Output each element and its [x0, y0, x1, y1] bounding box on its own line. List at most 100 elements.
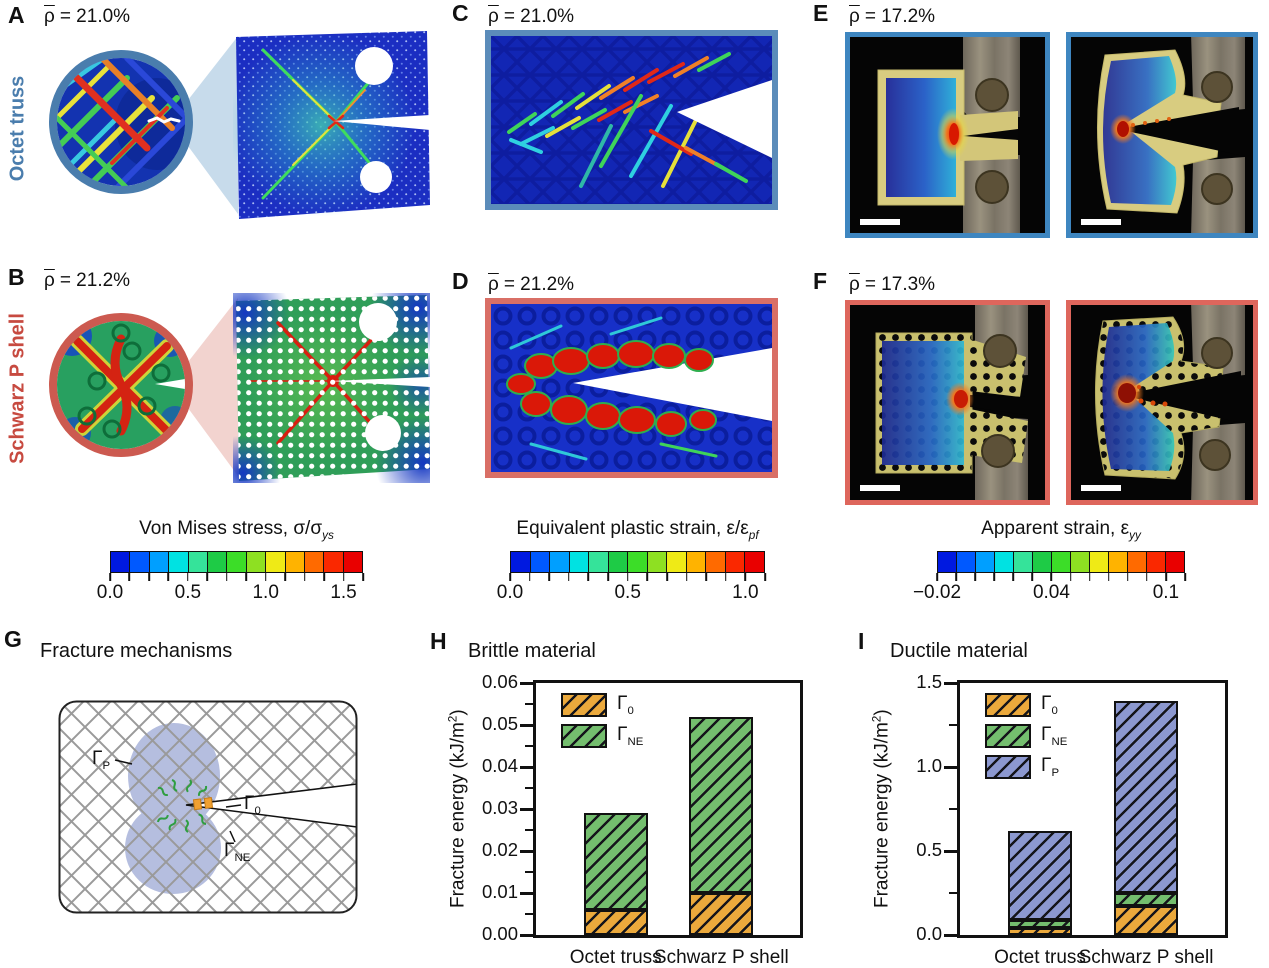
colorbar-segment	[111, 552, 131, 572]
gamma-ne-label: ΓNE	[224, 840, 251, 864]
colorbar-tick	[568, 573, 570, 581]
legend-entry: ΓNE	[561, 724, 643, 748]
density-value: = 21.2%	[503, 274, 575, 295]
ductile-material-chart: Ductile material Fracture energy (kJ/m2)…	[845, 618, 1269, 968]
colorbar-tick	[974, 573, 976, 581]
bar-segment	[1008, 928, 1073, 935]
colorbar-tick	[528, 573, 531, 581]
density-label-d: ρ = 21.2%	[488, 274, 574, 296]
legend-swatch	[985, 755, 1031, 779]
scale-bar	[1081, 485, 1121, 491]
tick-major	[520, 765, 533, 769]
octet-experiment-photo-2	[1066, 32, 1258, 238]
colorbar-segment	[207, 552, 228, 572]
fracture-mechanisms-title: Fracture mechanisms	[40, 640, 233, 662]
colorbar-segment	[667, 552, 687, 572]
colorbar-plastic-strain: Equivalent plastic strain, ε/εpf 0.0 0.5 1…	[497, 518, 766, 618]
octet-crack-closeup-image	[485, 30, 778, 210]
tick-major	[520, 933, 533, 937]
x-category-label: Schwarz P shell	[1078, 947, 1214, 968]
density-value: = 21.0%	[59, 6, 131, 27]
colorbar-segment	[1109, 552, 1128, 572]
colorbar-tick-label: 0.0	[96, 582, 124, 603]
schwarz-specimen-image	[233, 293, 430, 483]
x-category-label: Octet truss	[994, 947, 1086, 968]
colorbar-tick	[1184, 573, 1186, 581]
colorbar-labels: 0.0 0.5 1.0 1.5	[97, 582, 363, 606]
scale-bar	[860, 219, 900, 225]
density-label-a: ρ = 21.0%	[44, 6, 130, 28]
colorbar-title: Apparent strain, εyy	[981, 518, 1141, 542]
colorbar-tick	[264, 573, 267, 581]
colorbar-tick	[666, 573, 668, 581]
colorbar-tick	[607, 573, 609, 581]
colorbar-tick	[955, 573, 957, 581]
bar-segment	[1008, 919, 1073, 929]
colorbar-segment	[1166, 552, 1184, 572]
colorbar-tick	[362, 573, 364, 581]
colorbar-tick-label: 1.0	[732, 582, 759, 603]
gamma-0-label: Γ0	[244, 793, 261, 817]
tick-minor	[949, 891, 957, 895]
rho-symbol: ρ	[44, 6, 55, 27]
colorbar-segment	[188, 552, 208, 572]
colorbar-tick	[187, 573, 189, 581]
tick-major	[520, 807, 533, 811]
panel-letter-f: F	[813, 268, 828, 294]
colorbar-segment	[246, 552, 267, 572]
colorbar-tick	[109, 573, 111, 581]
legend-entry: Γ0	[561, 693, 643, 717]
legend-swatch	[985, 724, 1031, 748]
tick-major	[944, 849, 957, 853]
colorbar-segment	[550, 552, 570, 572]
colorbar-segment	[1128, 552, 1147, 572]
chart-legend: Γ0 ΓNE	[561, 693, 643, 748]
colorbar-segment	[957, 552, 976, 572]
legend-label: ΓP	[1041, 755, 1060, 779]
colorbar-tick-label: 0.5	[174, 582, 202, 603]
colorbar-segment	[608, 552, 629, 572]
colorbar-tick	[1165, 573, 1167, 581]
colorbar-tick	[1012, 573, 1015, 581]
colorbar-segment	[130, 552, 150, 572]
density-value: = 21.2%	[59, 270, 131, 291]
x-category-label: Schwarz P shell	[653, 947, 789, 968]
colorbar-segment	[976, 552, 995, 572]
legend-label: Γ0	[1041, 693, 1058, 717]
colorbar-tick	[1126, 573, 1129, 581]
colorbar-tick	[245, 573, 248, 581]
bar-segment	[1114, 701, 1179, 893]
colorbar-segment	[149, 552, 170, 572]
colorbar-segment	[589, 552, 609, 572]
colorbar-tick	[128, 573, 131, 581]
colorbar-tick	[1107, 573, 1110, 581]
colorbar-segment	[725, 552, 746, 572]
colorbar-segment	[745, 552, 764, 572]
tick-minor	[949, 807, 957, 811]
colorbar-tick	[936, 573, 938, 581]
colorbar-gradient	[510, 551, 765, 573]
legend-label: Γ0	[617, 693, 634, 717]
legend-entry: Γ0	[985, 693, 1067, 717]
rho-symbol: ρ	[849, 274, 860, 295]
tick-major	[944, 933, 957, 937]
chart-title: Ductile material	[890, 640, 1028, 662]
y-tick-label: 1.5	[916, 671, 942, 692]
colorbar-tick	[993, 573, 996, 581]
bar-segment	[1008, 830, 1073, 920]
plot-area: Γ0 ΓNE ΓP Octet truss Schwarz P shell 0.0 0.5…	[916, 671, 1228, 968]
colorbar-segment	[995, 552, 1014, 572]
y-tick-label: 0.5	[916, 839, 942, 860]
colorbar-segment	[511, 552, 531, 572]
octet-inset-image	[49, 50, 193, 194]
colorbar-segment	[304, 552, 325, 572]
y-axis-label: Fracture energy (kJ/m2)	[870, 709, 893, 909]
density-label-c: ρ = 21.0%	[488, 6, 574, 28]
legend-label: ΓNE	[1041, 724, 1068, 748]
colorbar-segment	[647, 552, 668, 572]
y-tick-label: 0.00	[481, 923, 518, 944]
tick-major	[520, 891, 533, 895]
rho-symbol: ρ	[44, 270, 55, 291]
chart-title: Brittle material	[468, 640, 596, 662]
colorbar-segment	[569, 552, 590, 572]
